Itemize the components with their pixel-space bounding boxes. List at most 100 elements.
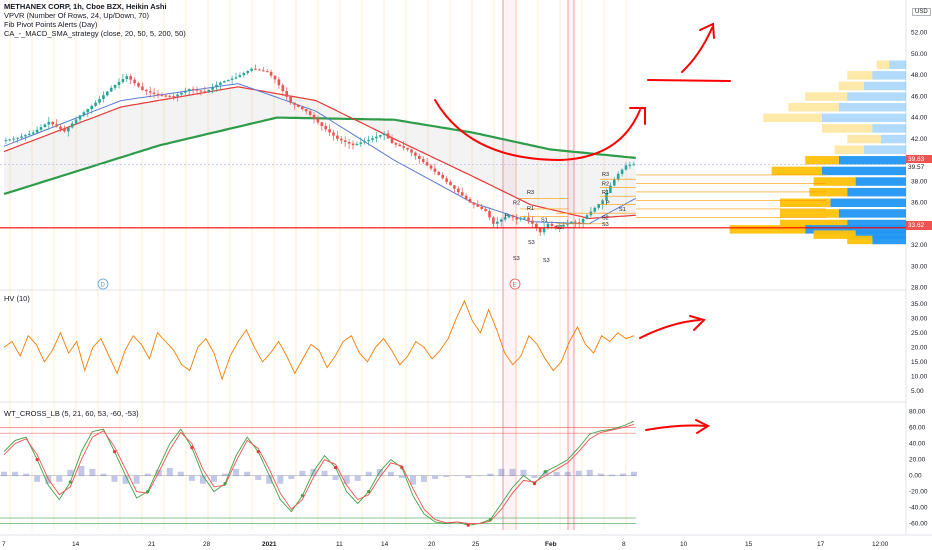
wt-histogram-bar	[56, 475, 63, 482]
candle-body	[285, 91, 288, 97]
wt-cross-dot	[112, 450, 117, 454]
wt-histogram-bar	[133, 475, 140, 484]
time-tick-label: 8	[622, 541, 626, 548]
candle-body	[102, 95, 105, 99]
wt2-line	[3, 423, 635, 525]
wt-histogram-bar	[277, 475, 284, 484]
candle-body	[340, 138, 343, 141]
hv-pane-label[interactable]: HV (10)	[4, 294, 30, 303]
candle-body	[133, 79, 136, 84]
candle-body	[488, 211, 491, 218]
candle-body	[613, 179, 616, 186]
candle-body	[480, 206, 483, 209]
candle-body	[484, 208, 487, 212]
wt-tick-label: 20.00	[909, 457, 926, 464]
wt-tick-label: 60.00	[909, 425, 926, 432]
candle-body	[145, 89, 148, 92]
candle-body	[293, 102, 296, 105]
candle-body	[47, 121, 51, 125]
candle-body	[499, 219, 503, 222]
candle-body	[269, 71, 273, 76]
sma-50-line	[3, 86, 636, 220]
candle-body	[496, 221, 499, 224]
wt-pane-label[interactable]: WT_CROSS_LB (5, 21, 60, 53, -60, -53)	[4, 409, 139, 418]
vpvr-down-bar	[847, 134, 881, 144]
wt-histogram-bar	[166, 467, 173, 477]
candle-body	[129, 76, 132, 80]
candle-body	[347, 142, 351, 144]
price-tick-label: 50.00	[911, 51, 928, 58]
annotation-line	[647, 79, 731, 82]
indicator-vpvr-label[interactable]: VPVR (Number Of Rows, 24, Up/Down, 70)	[4, 11, 150, 20]
candle-body	[160, 95, 164, 97]
candle-body	[507, 215, 511, 218]
time-tick-label: 11	[336, 541, 343, 548]
candle-body	[109, 87, 113, 92]
candle-body	[164, 95, 168, 97]
wt-histogram-bar	[619, 473, 626, 477]
candle-body	[43, 124, 47, 128]
vpvr-up-bar	[847, 219, 906, 229]
candle-body	[176, 94, 179, 97]
session-highlight	[503, 0, 516, 530]
candle-body	[301, 106, 304, 110]
candle-body	[371, 138, 374, 140]
candle-body	[12, 138, 15, 140]
candle-body	[141, 86, 144, 90]
candle-body	[570, 221, 573, 224]
time-tick-label: 2021	[262, 541, 277, 548]
candle-body	[320, 122, 324, 127]
wt-tick-label: 80.00	[909, 409, 926, 416]
indicator-fib-pivots-label[interactable]: Fib Pivot Points Alerts (Day)	[4, 20, 98, 29]
candle-body	[535, 223, 538, 229]
vpvr-up-bar	[838, 102, 906, 112]
wt-cross-dot	[223, 482, 227, 486]
candle-body	[457, 188, 460, 193]
candle-body	[628, 164, 632, 166]
candle-body	[156, 93, 160, 96]
candle-body	[39, 127, 43, 130]
indicator-macd-sma-label[interactable]: CA_-_MACD_SMA_strategy (close, 20, 50, 5…	[4, 29, 186, 38]
wt-histogram-bar	[354, 475, 361, 481]
annotation-arrowhead	[629, 107, 646, 125]
wt-histogram-bar	[78, 466, 85, 477]
candle-body	[117, 82, 121, 85]
price-tick-label: 28.00	[911, 285, 928, 292]
candle-body	[70, 123, 74, 128]
candle-body	[343, 140, 347, 143]
candle-body	[242, 72, 246, 76]
wt-histogram-bar	[211, 475, 217, 482]
pivot-label: R3	[527, 190, 534, 196]
candle-body	[184, 90, 187, 93]
candle-body	[51, 121, 54, 125]
candle-body	[394, 143, 398, 145]
annotation-curve	[434, 99, 641, 162]
candle-body	[581, 219, 585, 223]
hv-tick-label: 15.00	[911, 359, 928, 366]
candle-body	[379, 135, 382, 137]
wt-histogram-bar	[321, 470, 328, 477]
wt-tick-label: 0.00	[909, 473, 922, 480]
pivot-label: S3	[602, 222, 609, 228]
hv-tick-label: 10.00	[911, 373, 928, 380]
candle-body	[398, 144, 402, 147]
vpvr-up-bar	[864, 145, 906, 154]
candle-body	[219, 82, 222, 85]
wt-cross-dot	[300, 494, 305, 498]
candle-body	[425, 162, 429, 166]
candle-body	[531, 220, 534, 224]
candle-body	[82, 112, 86, 116]
time-tick-label: 10	[680, 541, 688, 548]
candle-body	[375, 136, 378, 139]
candle-body	[476, 204, 480, 207]
candle-body	[203, 91, 207, 93]
candle-body	[59, 126, 62, 129]
wt-histogram-bar	[244, 471, 251, 477]
candle-body	[351, 143, 355, 146]
candle-body	[74, 119, 78, 124]
time-tick-label: 25	[472, 541, 480, 548]
candle-body	[593, 207, 597, 212]
wt-histogram-bar	[89, 468, 96, 477]
hv-line	[3, 299, 635, 381]
